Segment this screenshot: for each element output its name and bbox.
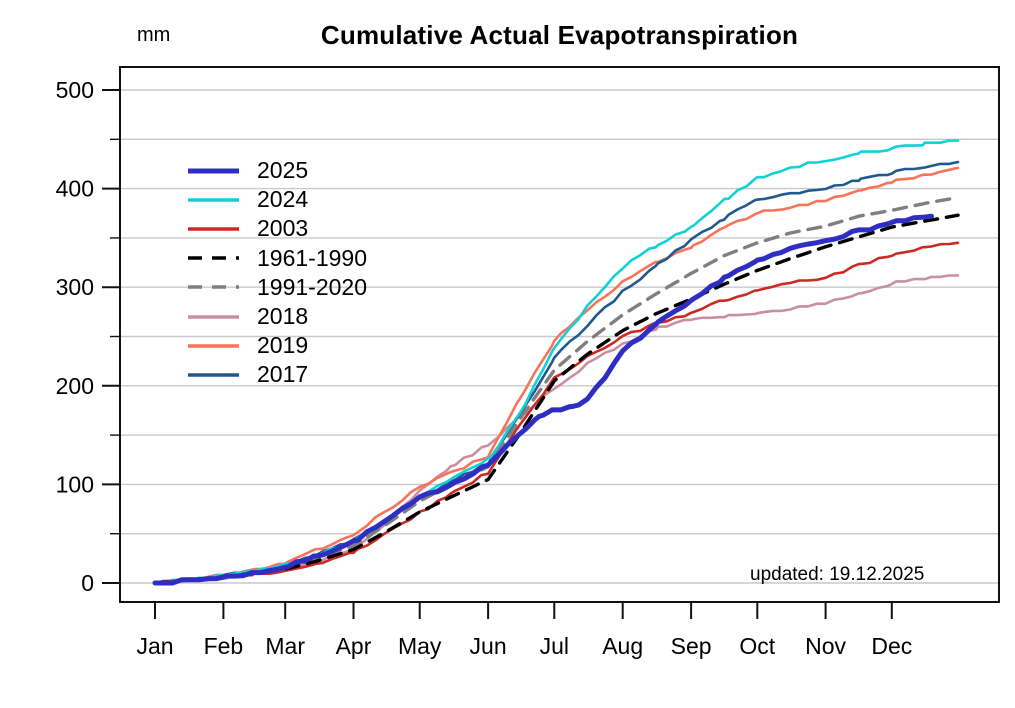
x-tick-label-Jan: Jan (136, 633, 173, 659)
legend-label-2003: 2003 (257, 215, 309, 242)
legend-item-2025: 2025 (187, 156, 367, 185)
x-tick-label-Feb: Feb (204, 633, 244, 659)
legend-item-2018: 2018 (187, 302, 367, 331)
legend-label-1991-2020: 1991-2020 (257, 273, 367, 300)
legend-line-swatch-2024 (188, 198, 239, 202)
y-tick-label-400: 400 (56, 176, 94, 202)
updated-annotation: updated: 19.12.2025 (750, 564, 925, 585)
x-tick-label-Jul: Jul (540, 633, 569, 659)
legend-line-swatch-2019 (188, 344, 239, 348)
legend-line-swatch-2017 (188, 373, 239, 377)
x-tick-label-Apr: Apr (336, 633, 372, 659)
legend-label-2017: 2017 (257, 361, 309, 388)
legend-label-2024: 2024 (257, 186, 309, 213)
legend-line-swatch-1961-1990 (188, 256, 239, 260)
legend-label-2018: 2018 (257, 303, 309, 330)
legend-item-2019: 2019 (187, 331, 367, 360)
legend: 2025 2024 2003 1961-1990 1991-2020 2018 2019 20… (187, 156, 367, 390)
legend-line-swatch-1991-2020 (188, 285, 239, 290)
y-tick-label-0: 0 (81, 570, 94, 596)
legend-line-swatch-2025 (188, 168, 239, 174)
legend-label-1961-1990: 1961-1990 (257, 244, 367, 271)
x-tick-label-Sep: Sep (671, 633, 712, 659)
x-tick-label-Nov: Nov (805, 633, 846, 659)
legend-line-swatch-2018 (188, 314, 239, 319)
x-tick-label-Jun: Jun (470, 633, 507, 659)
legend-item-2003: 2003 (187, 214, 367, 243)
chart-title: Cumulative Actual Evapotranspiration (320, 20, 799, 50)
legend-item-2024: 2024 (187, 185, 367, 214)
legend-line-swatch-2003 (188, 227, 239, 231)
x-tick-label-May: May (398, 633, 442, 659)
y-tick-label-200: 200 (56, 373, 94, 399)
legend-item-1991-2020: 1991-2020 (187, 273, 367, 302)
series-line-2003 (153, 241, 960, 585)
y-tick-label-500: 500 (56, 77, 94, 103)
legend-item-2017: 2017 (187, 360, 367, 389)
series-line-2025 (152, 213, 934, 586)
legend-label-2019: 2019 (257, 332, 309, 359)
series-line-2024 (153, 139, 960, 585)
x-tick-label-Aug: Aug (602, 633, 643, 659)
legend-label-2025: 2025 (257, 157, 309, 184)
y-axis-unit-label: mm (137, 24, 171, 46)
legend-item-1961-1990: 1961-1990 (187, 244, 367, 273)
y-tick-label-300: 300 (56, 274, 94, 300)
x-tick-label-Dec: Dec (871, 633, 912, 659)
x-tick-label-Oct: Oct (739, 633, 775, 659)
plot-border (119, 66, 1000, 603)
y-tick-label-100: 100 (56, 471, 94, 497)
x-tick-label-Mar: Mar (265, 633, 305, 659)
